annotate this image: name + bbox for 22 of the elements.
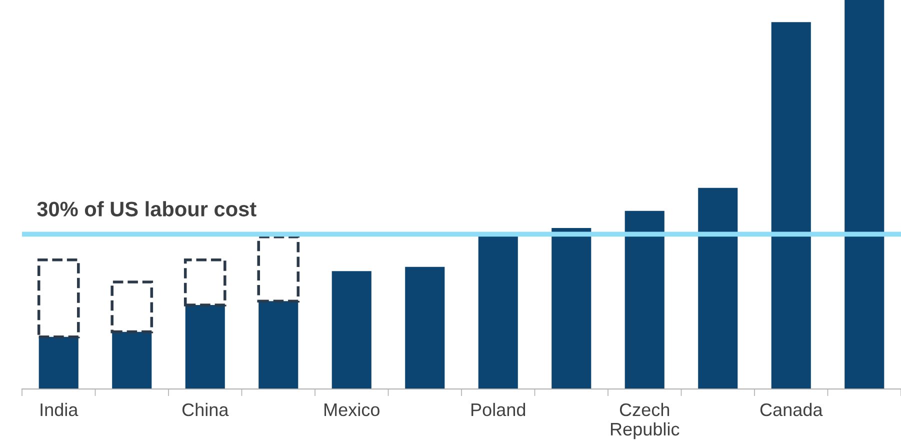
bar — [110, 280, 154, 334]
bar — [258, 301, 298, 389]
x-tick-label: China — [182, 402, 229, 416]
x-tick-label: Czech Republic — [610, 402, 680, 440]
x-tick-label: India — [40, 402, 78, 416]
bar — [185, 304, 225, 389]
bar — [624, 210, 664, 389]
x-tick-label: Canada — [760, 402, 823, 416]
bar — [771, 22, 811, 389]
bar — [257, 236, 300, 302]
bar — [37, 258, 80, 338]
x-tick-label: Mexico — [324, 402, 380, 416]
bar — [405, 266, 445, 389]
bar — [112, 332, 152, 389]
x-tick-label: Poland — [471, 402, 526, 416]
bar — [552, 228, 592, 389]
bar — [184, 258, 226, 306]
bar — [38, 336, 78, 389]
ref-line-label: 30% of US labour cost — [37, 201, 256, 216]
bar — [332, 271, 372, 389]
bar — [698, 188, 738, 389]
bar — [844, 0, 884, 389]
